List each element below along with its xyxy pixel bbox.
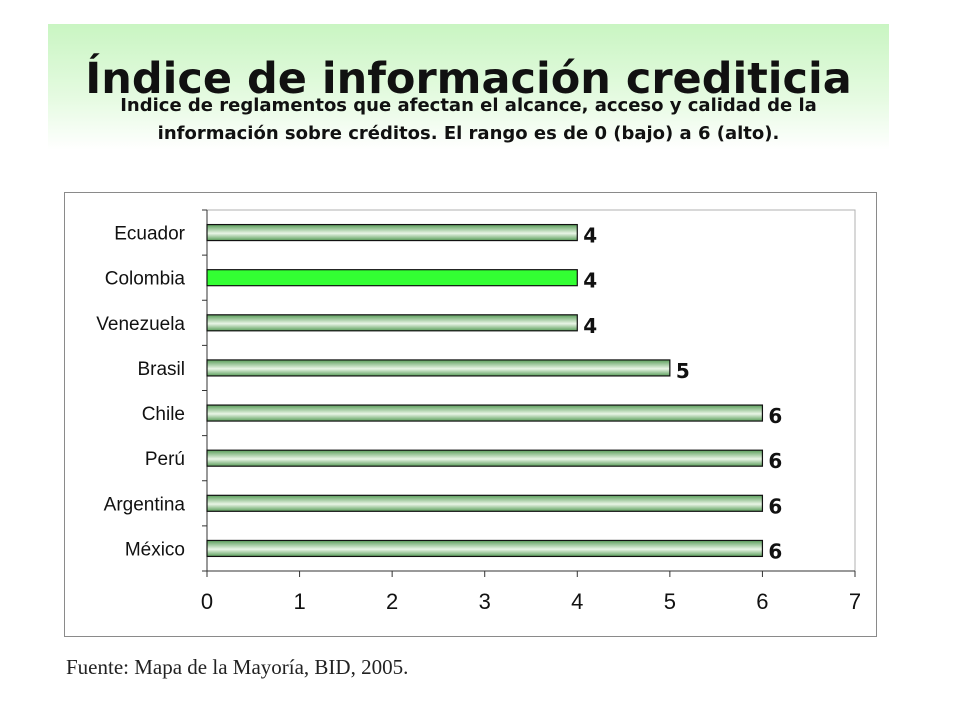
x-tick-label: 2 [386, 589, 398, 614]
category-label: Perú [145, 449, 185, 470]
bar-perú [206, 449, 764, 467]
plot-area [206, 209, 856, 572]
x-tick-label: 3 [479, 589, 491, 614]
x-tick-label: 1 [293, 589, 305, 614]
data-label: 6 [768, 404, 782, 428]
source-note: Fuente: Mapa de la Mayoría, BID, 2005. [66, 655, 409, 679]
x-tick-label: 0 [201, 589, 213, 614]
x-tick-label: 5 [664, 589, 676, 614]
category-label: Venezuela [96, 314, 185, 335]
chart-frame: 0 1 2 3 4 5 6 7 Ecuador 4 Colombia 4 Venezuela 4 Brasi… [64, 192, 877, 637]
header-banner: Índice de información crediticia [48, 24, 889, 150]
category-label: Colombia [105, 269, 186, 290]
category-label: Argentina [104, 494, 186, 515]
bar-argentina [206, 494, 764, 512]
page-title: Índice de información crediticia [85, 54, 852, 104]
data-label: 6 [768, 539, 782, 563]
bar-venezuela [206, 314, 578, 332]
subtitle-line-1: Indice de reglamentos que afectan el alc… [120, 95, 817, 116]
data-label: 4 [583, 314, 597, 338]
x-tick-label: 4 [571, 589, 583, 614]
data-label: 6 [768, 449, 782, 473]
bar-brasil [206, 359, 671, 377]
x-tick-label: 6 [756, 589, 768, 614]
bar-méxico [206, 539, 764, 558]
bar-ecuador [206, 223, 578, 242]
data-label: 6 [768, 494, 782, 518]
category-label: Chile [142, 404, 185, 425]
data-label: 4 [583, 224, 597, 248]
category-label: Ecuador [114, 224, 185, 245]
bar-colombia [206, 269, 578, 287]
data-label: 4 [583, 269, 597, 293]
category-label: Brasil [137, 359, 185, 380]
bar-chile [206, 404, 764, 422]
page-subtitle: Indice de reglamentos que afectan el alc… [48, 92, 889, 148]
subtitle-line-2: información sobre créditos. El rango es … [157, 123, 780, 144]
data-label: 5 [676, 359, 690, 383]
x-tick-label: 7 [849, 589, 861, 614]
category-label: México [125, 539, 185, 560]
bar-chart: 0 1 2 3 4 5 6 7 Ecuador 4 Colombia 4 Venezuela 4 Brasi… [96, 209, 861, 614]
